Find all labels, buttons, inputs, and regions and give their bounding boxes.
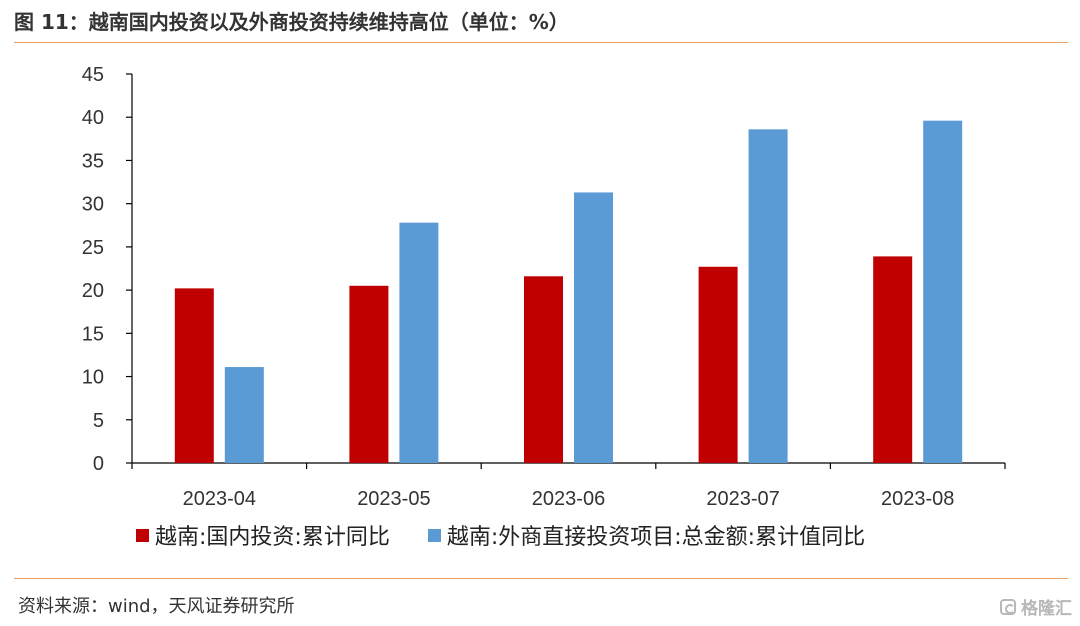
bar-domestic-investment-2023-05	[349, 285, 389, 463]
bar-domestic-investment-2023-06	[524, 276, 563, 463]
footer-divider	[14, 578, 1068, 579]
watermark: 格隆汇	[1000, 594, 1072, 619]
x-tick-label: 2023-08	[881, 488, 954, 510]
bar-fdi-total-2023-08	[923, 120, 963, 464]
bar-fdi-total-2023-07	[748, 129, 788, 463]
x-tick-label: 2023-04	[183, 488, 256, 510]
bar-domestic-investment-2023-07	[698, 266, 738, 463]
bar-fdi-total-2023-06	[574, 192, 613, 463]
legend-item-domestic-investment: 越南:国内投资:累计同比	[136, 519, 390, 551]
legend-label: 越南:外商直接投资项目:总金额:累计值同比	[446, 525, 866, 550]
legend-swatch	[427, 528, 441, 542]
bars	[174, 120, 963, 464]
bar-domestic-investment-2023-04	[174, 288, 214, 463]
y-tick-label: 25	[82, 237, 104, 259]
gelonghui-logo-icon	[1000, 598, 1016, 615]
y-tick-label: 35	[82, 150, 104, 172]
y-tick-label: 40	[82, 107, 104, 129]
x-axis: 2023-04 2023-05 2023-06 2023-07 2023-08	[131, 462, 1006, 510]
y-tick-label: 5	[93, 410, 104, 432]
y-tick-label: 20	[82, 280, 104, 302]
bar-fdi-total-2023-04	[224, 367, 264, 463]
x-tick-label: 2023-06	[532, 488, 605, 510]
watermark-text: 格隆汇	[1021, 599, 1072, 619]
y-tick-label: 30	[82, 194, 104, 216]
y-tick-label: 45	[82, 64, 104, 86]
x-tick-label: 2023-05	[357, 488, 430, 510]
source-note: 资料来源：wind，天风证券研究所	[18, 596, 295, 617]
bar-chart: 0 5 10 15 20 25 30 35 40 45 2023-04 2023-05 2023-06…	[82, 64, 1006, 510]
title-divider	[14, 42, 1068, 43]
bar-fdi-total-2023-05	[399, 222, 439, 463]
x-tick-label: 2023-07	[706, 488, 779, 510]
legend-swatch	[136, 528, 149, 542]
y-tick-label: 10	[82, 367, 104, 389]
legend-label: 越南:国内投资:累计同比	[155, 525, 390, 550]
y-tick-label: 0	[93, 453, 104, 475]
legend: 越南:国内投资:累计同比 越南:外商直接投资项目:总金额:累计值同比	[136, 518, 903, 552]
bar-domestic-investment-2023-08	[873, 256, 913, 463]
y-axis: 0 5 10 15 20 25 30 35 40 45	[82, 64, 133, 475]
figure-title: 图 11：越南国内投资以及外商投资持续维持高位（单位：%）	[14, 10, 569, 34]
y-tick-label: 15	[82, 323, 104, 345]
legend-item-fdi-total: 越南:外商直接投资项目:总金额:累计值同比	[427, 519, 866, 551]
